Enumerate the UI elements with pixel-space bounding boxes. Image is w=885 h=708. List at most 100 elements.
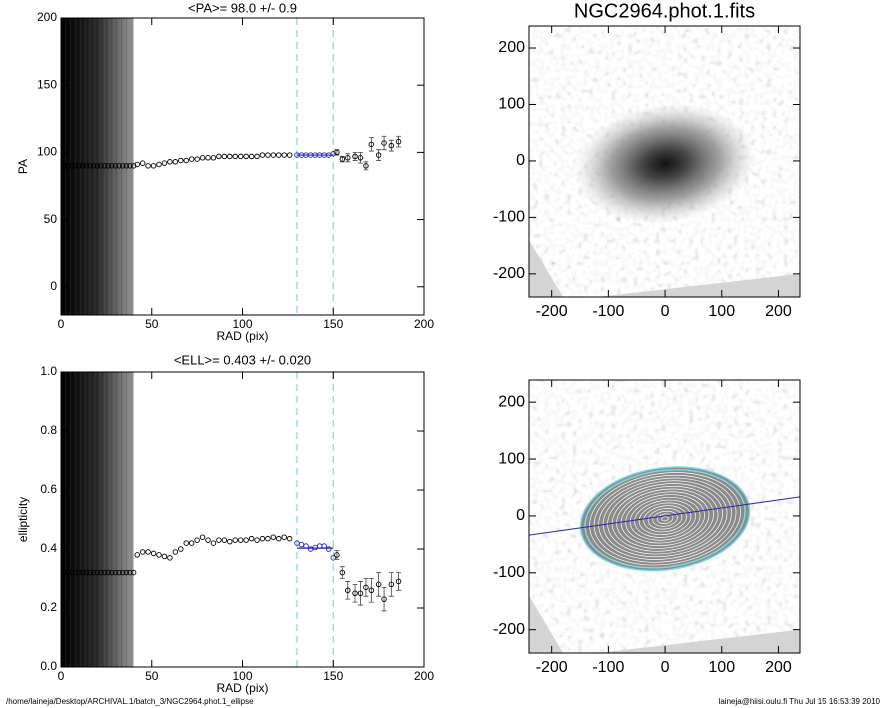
data-point [221, 537, 228, 543]
data-point [375, 581, 382, 588]
data-point [188, 156, 195, 162]
data-point [286, 152, 293, 158]
x-tick-label: 0 [661, 659, 670, 676]
data-point [259, 152, 266, 158]
y-tick-label: 200 [498, 393, 525, 410]
data-point [90, 163, 97, 169]
y-tick-label: 150 [37, 77, 57, 91]
x-tick-label: 150 [323, 317, 343, 331]
error-bar [381, 586, 387, 612]
data-point [357, 590, 364, 597]
data-point [183, 540, 189, 546]
data-point [243, 537, 249, 543]
data-point [205, 155, 211, 161]
y-tick-label: 100 [37, 145, 57, 159]
plot-area [61, 18, 402, 315]
galaxy [580, 466, 750, 571]
data-point [375, 152, 382, 158]
y-tick-label: 0.8 [40, 423, 57, 437]
data-point [109, 163, 115, 169]
data-point [270, 534, 277, 540]
data-point [330, 150, 337, 157]
data-point [72, 569, 79, 576]
data-point [65, 163, 72, 169]
footer-stamp: laineja@hiisi.oulu.fi Thu Jul 15 16:53:3… [719, 697, 881, 706]
data-point [210, 155, 217, 161]
data-point [216, 153, 222, 160]
error-bar [334, 550, 340, 560]
data-point [134, 161, 140, 168]
data-point [123, 569, 130, 576]
error-bar [345, 153, 351, 163]
data-point [119, 569, 126, 576]
data-point [61, 569, 68, 576]
data-point [276, 152, 282, 158]
data-point [183, 157, 189, 164]
data-point [232, 537, 238, 543]
isophote [652, 510, 678, 527]
data-point [395, 138, 402, 145]
data-point [352, 153, 358, 160]
x-tick-label: 100 [232, 317, 252, 331]
y-tick-label: -100 [493, 564, 525, 581]
data-point [65, 569, 72, 576]
galaxy [574, 103, 756, 224]
data-point [265, 535, 271, 542]
isophote [656, 513, 674, 524]
shade-band [61, 372, 134, 667]
data-point [98, 569, 104, 576]
isophote [629, 497, 701, 541]
x-tick-label: 0 [58, 317, 65, 331]
data-point [69, 163, 75, 169]
y-tick-label: 100 [498, 450, 525, 467]
x-tick-label: 200 [765, 303, 792, 320]
data-point [232, 153, 238, 160]
data-point [265, 152, 271, 158]
data-point [281, 534, 287, 540]
data-point [167, 159, 173, 165]
data-point [127, 163, 133, 169]
data-point [199, 155, 206, 161]
data-point [395, 578, 402, 585]
data-point [83, 569, 90, 576]
data-point [321, 543, 327, 549]
data-point [188, 540, 195, 546]
data-point [334, 552, 340, 558]
data-point [254, 537, 260, 543]
isophote [620, 491, 710, 547]
data-point [109, 569, 115, 576]
isophote [625, 494, 705, 544]
data-point [112, 569, 119, 576]
isophote [611, 485, 719, 552]
isophote [638, 502, 692, 536]
frame [528, 25, 801, 298]
data-point [105, 163, 111, 169]
frame [528, 379, 801, 654]
y-tick-label: 200 [498, 39, 525, 56]
data-point [101, 569, 108, 576]
data-point [205, 537, 211, 543]
data-point [87, 163, 93, 169]
data-point [368, 587, 375, 594]
data-point [83, 163, 90, 169]
data-point [243, 153, 249, 160]
error-bar [381, 135, 387, 151]
error-bar [376, 572, 382, 597]
error-bar [363, 578, 369, 597]
plot-area [529, 380, 800, 653]
y-tick-label: -100 [493, 209, 525, 226]
masked-region [597, 273, 800, 297]
masked-region [529, 239, 564, 297]
data-point [270, 152, 277, 158]
data-point [127, 569, 133, 576]
pa-line [529, 496, 800, 536]
data-point [227, 538, 233, 545]
y-axis-label: ellipticity [16, 497, 30, 542]
x-tick-label: 150 [323, 669, 343, 683]
data-point [352, 590, 358, 597]
data-point [334, 149, 340, 156]
data-point [69, 569, 75, 576]
data-point [76, 163, 82, 169]
data-point [145, 549, 151, 555]
plot-area [61, 372, 402, 667]
